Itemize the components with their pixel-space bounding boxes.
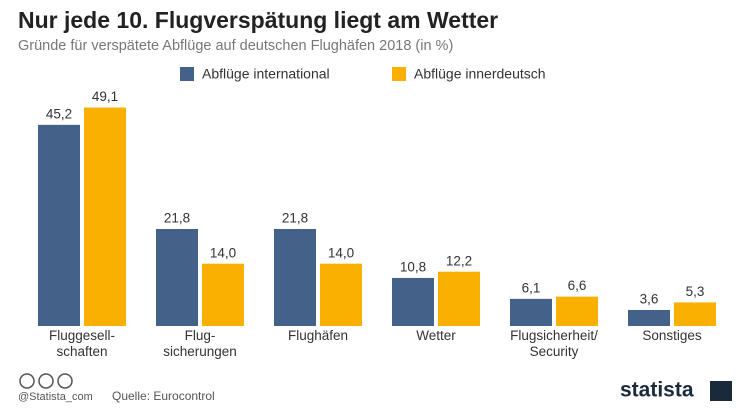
bar	[392, 277, 434, 326]
brand-logo: statista	[620, 379, 694, 402]
value-label: 12,2	[446, 253, 472, 268]
legend-label: Abflüge international	[202, 66, 330, 82]
value-label: 5,3	[686, 284, 705, 299]
value-label: 10,8	[400, 260, 426, 275]
bar	[510, 298, 552, 326]
x-tick-label: Flug- sicherungen	[163, 328, 237, 359]
legend-swatch	[180, 67, 194, 81]
bar	[84, 107, 126, 326]
x-tick-label: Wetter	[416, 328, 456, 343]
x-tick-label: Flughäfen	[287, 328, 349, 343]
value-label: 21,8	[164, 211, 190, 226]
value-label: 21,8	[282, 211, 308, 226]
x-tick-label: Fluggesell- schaften	[48, 328, 116, 359]
footer-source: Quelle: Eurocontrol	[112, 389, 215, 403]
value-label: 49,1	[92, 89, 118, 104]
brand-icon	[710, 381, 732, 401]
chart-title: Nur jede 10. Flugverspätung liegt am Wet…	[18, 7, 498, 33]
cc-icons	[19, 373, 73, 389]
bar	[274, 228, 316, 326]
bar	[438, 271, 480, 326]
value-label: 14,0	[210, 245, 236, 260]
legend-label: Abflüge innerdeutsch	[414, 66, 546, 82]
x-tick-label: Sonstiges	[642, 328, 702, 343]
footer-handle: @Statista_com	[18, 391, 93, 403]
value-label: 3,6	[640, 292, 659, 307]
chart-subtitle: Gründe für verspätete Abflüge auf deutsc…	[18, 38, 453, 54]
bar	[38, 124, 80, 326]
value-label: 6,1	[522, 280, 541, 295]
x-tick-label: Flugsicherheit/ Security	[510, 328, 598, 359]
bar	[556, 296, 598, 326]
bar	[320, 263, 362, 326]
value-label: 6,6	[568, 278, 587, 293]
bar	[628, 309, 670, 326]
value-label: 45,2	[46, 106, 72, 121]
bar	[202, 263, 244, 326]
bar	[674, 302, 716, 326]
legend-swatch	[392, 67, 406, 81]
value-label: 14,0	[328, 245, 354, 260]
bar	[156, 228, 198, 326]
